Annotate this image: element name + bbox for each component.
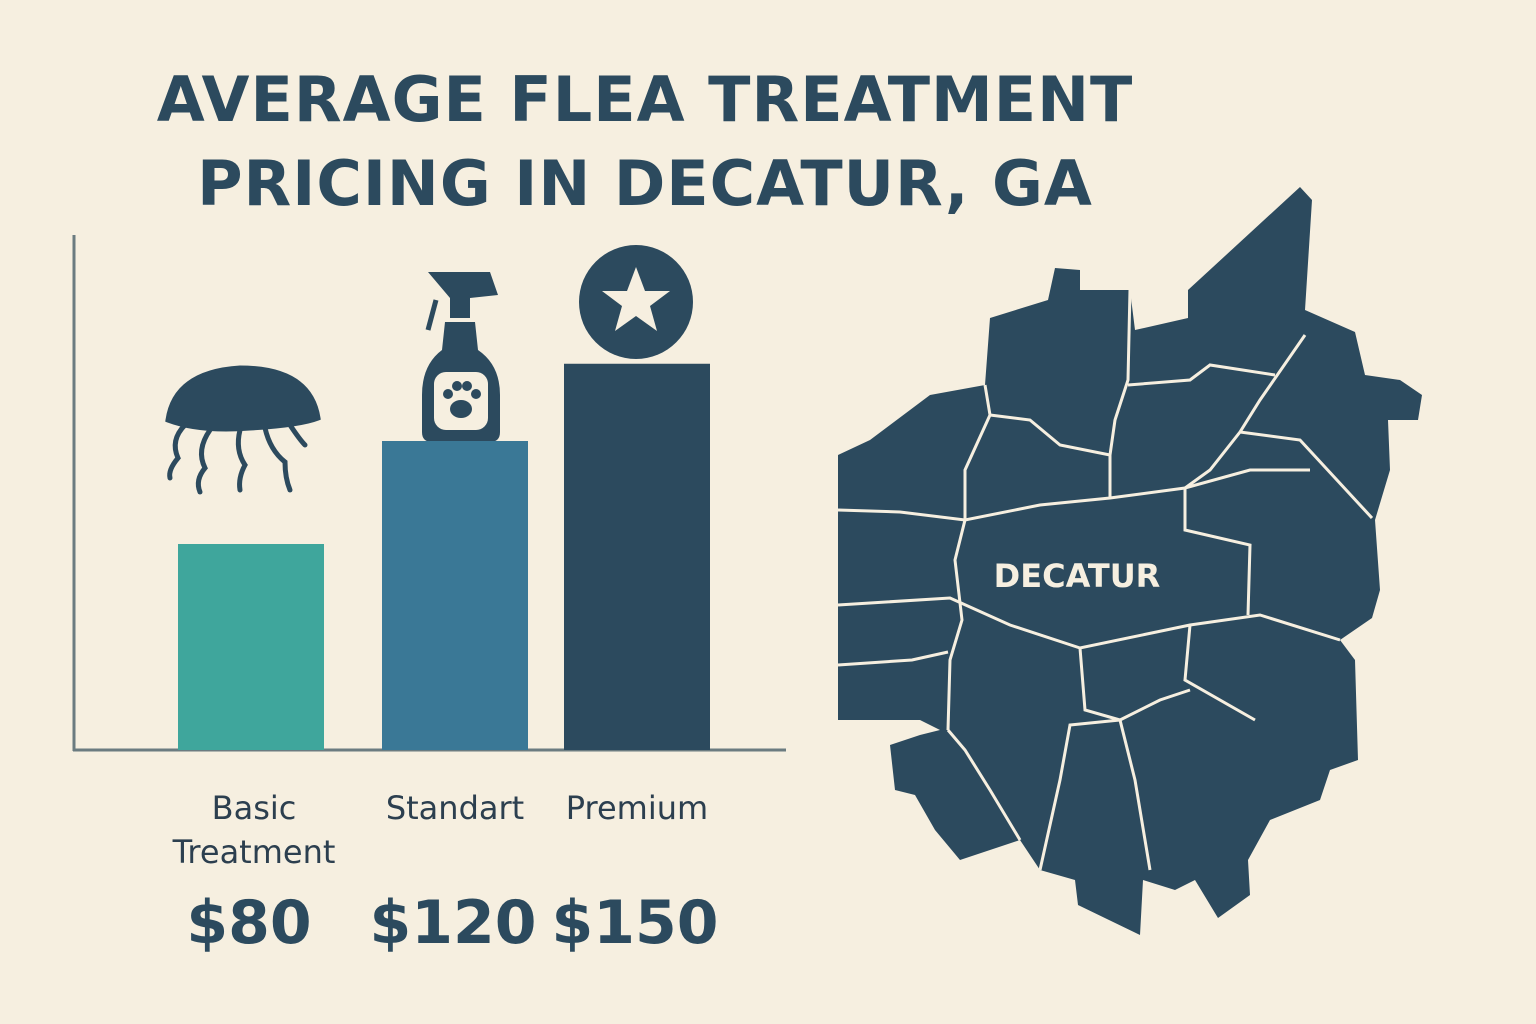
bar [382, 441, 528, 750]
bar [564, 363, 710, 750]
decatur-map: DECATUR [837, 187, 1422, 935]
bar [178, 544, 324, 750]
star-icon [579, 245, 693, 359]
value-label: $150 [551, 888, 719, 958]
x-tick-label: Premium [565, 789, 709, 827]
x-tick-label: Basic Treatment [172, 789, 336, 871]
chart-title: AVERAGE FLEA TREATMENT PRICING IN DECATU… [156, 63, 1134, 220]
map-label: DECATUR [994, 557, 1161, 595]
spray-icon [422, 272, 500, 442]
flea-icon [165, 365, 321, 495]
x-tick-label: Standart [385, 789, 525, 827]
value-label: $80 [186, 888, 312, 958]
value-label: $120 [369, 888, 537, 958]
